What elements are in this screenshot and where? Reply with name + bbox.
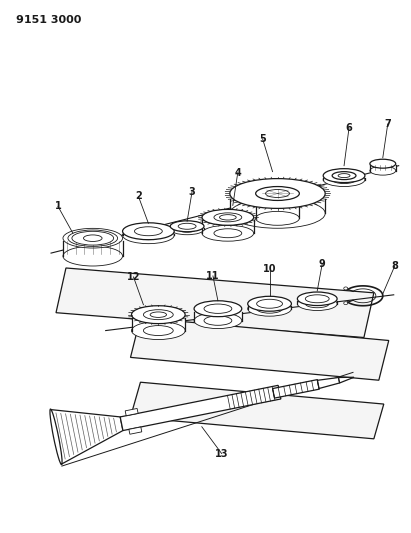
Ellipse shape [214, 213, 242, 222]
Polygon shape [230, 199, 325, 213]
Polygon shape [194, 312, 242, 321]
Polygon shape [131, 318, 389, 380]
Ellipse shape [204, 316, 232, 325]
Polygon shape [370, 165, 396, 171]
Text: 9151 3000: 9151 3000 [16, 15, 82, 25]
Ellipse shape [170, 224, 204, 235]
Ellipse shape [202, 209, 254, 225]
Ellipse shape [194, 301, 242, 317]
Text: 12: 12 [127, 272, 140, 282]
Ellipse shape [298, 292, 337, 305]
Text: 3: 3 [189, 187, 196, 197]
Ellipse shape [50, 409, 62, 465]
Ellipse shape [178, 227, 196, 232]
Polygon shape [51, 409, 123, 464]
Ellipse shape [63, 246, 122, 266]
Text: 11: 11 [206, 271, 220, 281]
Ellipse shape [323, 173, 365, 187]
Ellipse shape [248, 301, 291, 316]
Ellipse shape [230, 198, 325, 228]
Ellipse shape [305, 295, 329, 303]
Polygon shape [131, 382, 384, 439]
Polygon shape [202, 220, 254, 233]
Ellipse shape [122, 227, 174, 244]
Text: 4: 4 [234, 168, 241, 177]
Ellipse shape [143, 326, 173, 336]
Ellipse shape [370, 159, 396, 168]
Ellipse shape [170, 221, 204, 232]
Text: 1: 1 [55, 201, 61, 212]
Polygon shape [56, 268, 374, 337]
Polygon shape [272, 379, 319, 398]
Polygon shape [298, 301, 337, 304]
Text: 9: 9 [319, 259, 326, 269]
Text: 2: 2 [135, 191, 142, 201]
Polygon shape [120, 385, 281, 431]
Polygon shape [63, 242, 122, 256]
Polygon shape [248, 306, 291, 309]
Polygon shape [317, 377, 339, 389]
Polygon shape [132, 318, 185, 330]
Ellipse shape [83, 235, 102, 241]
Ellipse shape [178, 223, 196, 229]
Ellipse shape [134, 231, 162, 240]
Ellipse shape [256, 304, 282, 313]
Ellipse shape [219, 215, 236, 220]
Ellipse shape [344, 287, 348, 290]
Ellipse shape [298, 297, 337, 311]
Polygon shape [129, 427, 142, 434]
Text: 7: 7 [384, 119, 391, 129]
Text: 13: 13 [215, 449, 229, 458]
Ellipse shape [338, 174, 350, 177]
Ellipse shape [266, 190, 289, 197]
Ellipse shape [122, 223, 174, 240]
Ellipse shape [332, 172, 356, 180]
Ellipse shape [150, 312, 166, 318]
Ellipse shape [248, 296, 291, 311]
Text: 5: 5 [259, 134, 266, 144]
Ellipse shape [68, 230, 118, 246]
Ellipse shape [230, 179, 325, 208]
Ellipse shape [323, 168, 365, 183]
Ellipse shape [63, 228, 122, 248]
Polygon shape [125, 408, 138, 416]
Ellipse shape [72, 231, 113, 245]
Ellipse shape [204, 304, 232, 313]
Ellipse shape [305, 300, 329, 308]
Polygon shape [339, 377, 354, 383]
Polygon shape [256, 197, 299, 219]
Ellipse shape [202, 225, 254, 241]
Text: 8: 8 [391, 261, 398, 271]
Ellipse shape [256, 187, 299, 200]
Polygon shape [170, 228, 204, 229]
Ellipse shape [134, 227, 162, 236]
Ellipse shape [214, 229, 242, 238]
Polygon shape [122, 234, 174, 235]
Text: 6: 6 [346, 123, 352, 133]
Ellipse shape [370, 166, 396, 175]
Ellipse shape [256, 299, 282, 308]
Ellipse shape [256, 212, 299, 225]
Ellipse shape [132, 321, 185, 340]
Text: 10: 10 [263, 264, 276, 274]
Ellipse shape [332, 175, 356, 183]
Polygon shape [323, 178, 365, 180]
Ellipse shape [132, 306, 185, 324]
Ellipse shape [194, 313, 242, 328]
Ellipse shape [143, 310, 173, 320]
Ellipse shape [344, 302, 348, 305]
